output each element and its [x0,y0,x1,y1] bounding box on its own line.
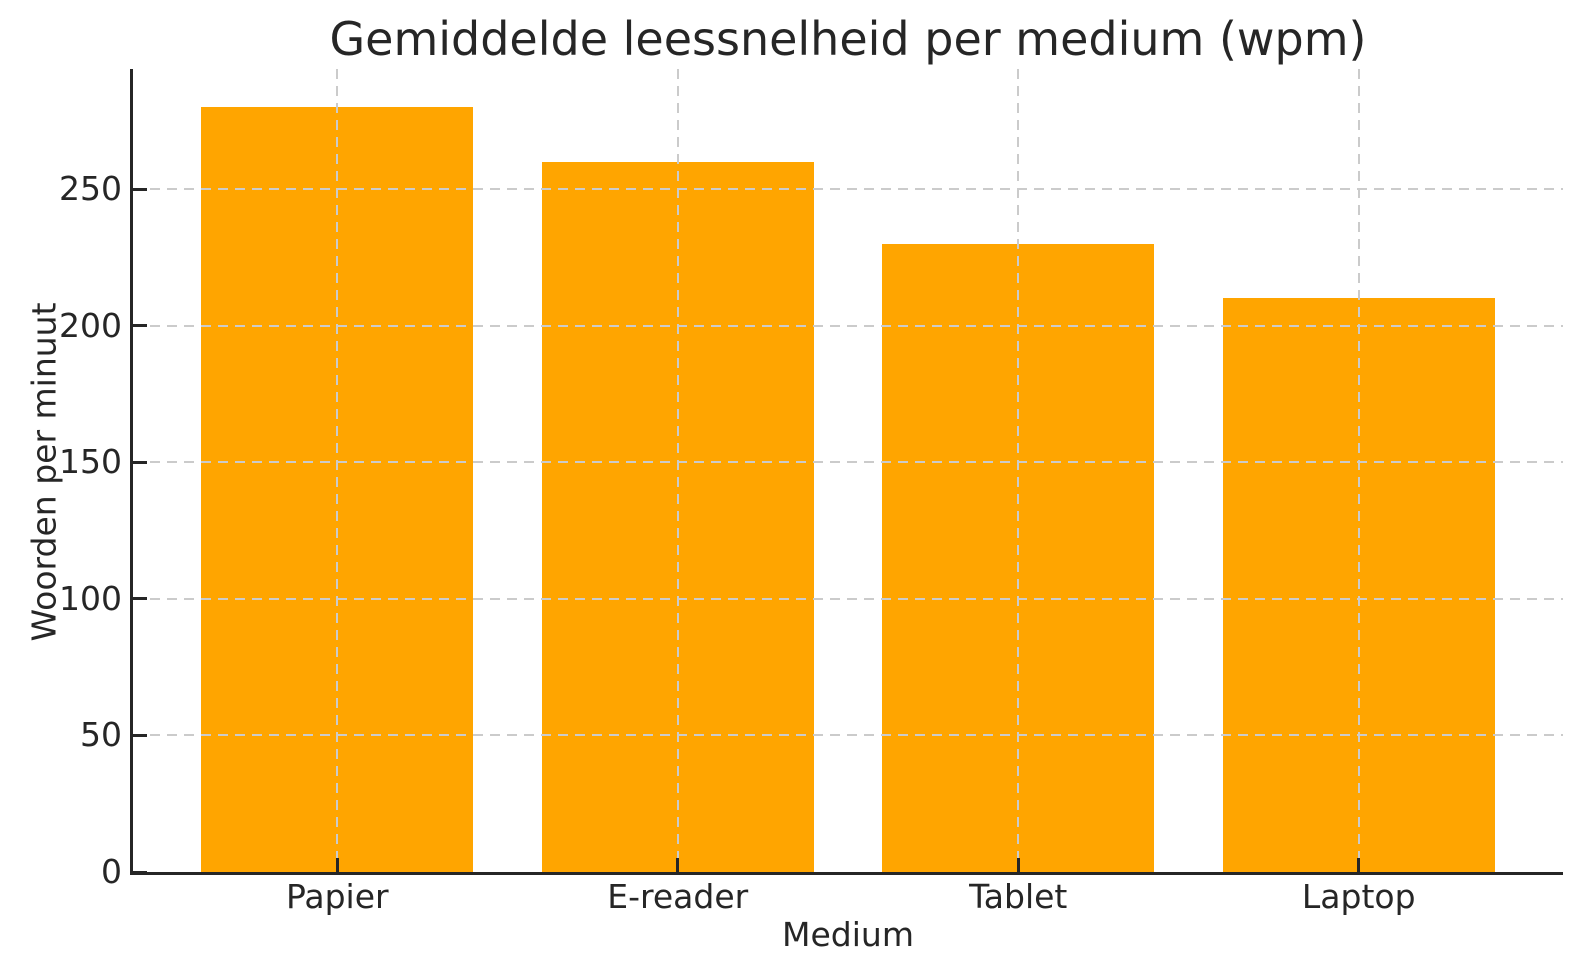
x-tick-mark-laptop [1357,858,1361,872]
x-tick-label-tablet: Tablet [969,877,1068,916]
y-axis-label: Woorden per minuut [24,302,64,642]
h-gridline-250 [133,188,1563,191]
x-axis-label: Medium [782,915,914,954]
v-gridline-e-reader [676,69,679,872]
y-tick-mark-250 [133,187,147,191]
y-tick-label-0: 0 [101,851,122,891]
h-gridline-150 [133,461,1563,464]
y-tick-label-100: 100 [59,578,122,618]
h-gridline-50 [133,734,1563,737]
chart-title: Gemiddelde leessnelheid per medium (wpm) [329,12,1367,66]
y-tick-label-150: 150 [59,442,122,482]
y-tick-mark-50 [133,733,147,737]
x-tick-mark-papier [335,858,339,872]
x-tick-mark-e-reader [676,858,680,872]
v-gridline-tablet [1017,69,1020,872]
plot-area [130,69,1563,875]
y-tick-label-50: 50 [80,715,122,755]
x-tick-mark-tablet [1016,858,1020,872]
x-tick-label-papier: Papier [285,877,389,916]
h-gridline-200 [133,324,1563,327]
x-tick-label-e-reader: E-reader [607,877,749,916]
v-gridline-laptop [1357,69,1360,872]
h-gridline-100 [133,597,1563,600]
y-tick-label-200: 200 [59,305,122,345]
x-tick-label-laptop: Laptop [1301,877,1416,916]
y-tick-mark-200 [133,324,147,328]
y-tick-mark-0 [133,870,147,874]
v-gridline-papier [336,69,339,872]
y-tick-label-250: 250 [59,169,122,209]
y-tick-mark-100 [133,597,147,601]
y-tick-mark-150 [133,460,147,464]
